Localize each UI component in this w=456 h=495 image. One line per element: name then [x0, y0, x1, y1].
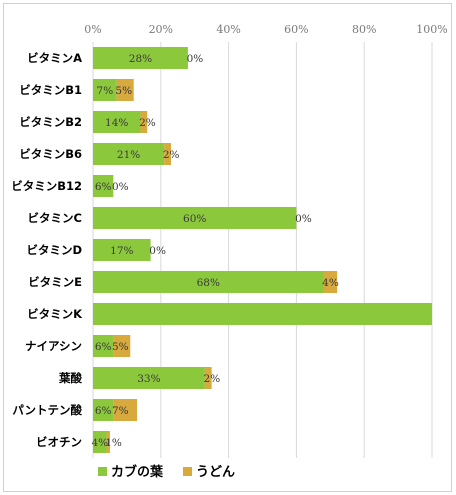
data-label: 4% — [322, 277, 339, 289]
data-label: 0% — [187, 53, 204, 65]
bar-kabu — [93, 335, 114, 357]
chart-frame — [3, 3, 452, 492]
data-label: 21% — [117, 149, 140, 161]
data-label: 33% — [137, 373, 160, 385]
bar-udon — [116, 79, 134, 101]
data-label: 2% — [139, 117, 156, 129]
bar-kabu — [93, 431, 107, 453]
bar-kabu — [93, 79, 117, 101]
data-label: 28% — [129, 53, 152, 65]
category-label: ビタミンD — [26, 243, 82, 257]
category-label: パントテン酸 — [12, 403, 82, 417]
data-label: 17% — [110, 245, 133, 257]
bar-kabu — [93, 303, 432, 325]
bar-kabu — [93, 111, 141, 133]
bar-kabu — [93, 239, 151, 261]
category-label: ビタミンB6 — [19, 147, 82, 161]
category-label: ビタミンE — [28, 275, 82, 289]
bar-udon — [140, 111, 148, 133]
data-label: 1% — [105, 437, 122, 449]
category-label: 葉酸 — [58, 371, 82, 385]
data-label: 6% — [95, 181, 112, 193]
x-tick-label: 20% — [149, 23, 173, 36]
legend-label: カブの葉 — [111, 464, 164, 480]
data-label: 6% — [95, 341, 112, 353]
bar-kabu — [93, 143, 165, 165]
category-label: ビタミンB1 — [19, 83, 82, 97]
category-labels: ビタミンA ビタミンB1 ビタミンB2 ビタミンB6 ビタミンB12 ビタミンC ビタミンD… — [11, 51, 83, 449]
legend: カブの葉 うどん — [98, 464, 235, 480]
data-label: 5% — [115, 85, 132, 97]
data-label: 2% — [204, 373, 221, 385]
x-axis-ticks: 0% 20% 40% 60% 80% 100% — [84, 23, 447, 36]
data-label: 0% — [112, 181, 129, 193]
bar-udon — [113, 335, 131, 357]
category-label: ビタミンB2 — [19, 115, 82, 129]
x-tick-label: 0% — [84, 23, 101, 36]
category-label: ビタミンB12 — [11, 179, 82, 193]
data-label: 6% — [95, 405, 112, 417]
data-label: 7% — [97, 85, 114, 97]
data-label: 68% — [197, 277, 220, 289]
bars — [93, 47, 432, 453]
data-label: 5% — [112, 341, 129, 353]
x-tick-label: 80% — [352, 23, 376, 36]
data-label: 7% — [112, 405, 129, 417]
data-label: 4% — [91, 437, 108, 449]
x-tick-label: 60% — [284, 23, 308, 36]
bar-udon — [164, 143, 171, 165]
bar-udon — [323, 271, 338, 293]
x-tick-label: 100% — [416, 23, 447, 36]
category-label: ビタミンA — [27, 51, 82, 65]
legend-label: うどん — [196, 465, 235, 480]
bar-kabu — [93, 399, 114, 421]
legend-swatch — [98, 467, 107, 476]
x-tick-label: 40% — [216, 23, 240, 36]
category-label: ナイアシン — [25, 339, 82, 353]
data-label: 60% — [183, 213, 206, 225]
bar-kabu — [93, 207, 297, 229]
bar-udon — [113, 399, 138, 421]
data-labels: 28% 0%7% 5%14% 2%21% 2%6% 0%60% 0%17% 0%68% 4%6%… — [91, 53, 338, 449]
data-label: 14% — [105, 117, 128, 129]
category-label: ビタミンK — [27, 307, 83, 321]
legend-swatch — [183, 467, 192, 476]
bar-kabu — [93, 175, 114, 197]
data-label: 2% — [163, 149, 180, 161]
bar-kabu — [93, 47, 188, 69]
bar-udon — [106, 431, 110, 453]
category-label: ビタミンC — [28, 211, 82, 225]
data-label: 0% — [295, 213, 312, 225]
category-label: ビオチン — [36, 435, 82, 449]
bar-kabu — [93, 271, 324, 293]
bar-udon — [204, 367, 212, 389]
data-label: 0% — [149, 245, 166, 257]
bar-kabu — [93, 367, 205, 389]
